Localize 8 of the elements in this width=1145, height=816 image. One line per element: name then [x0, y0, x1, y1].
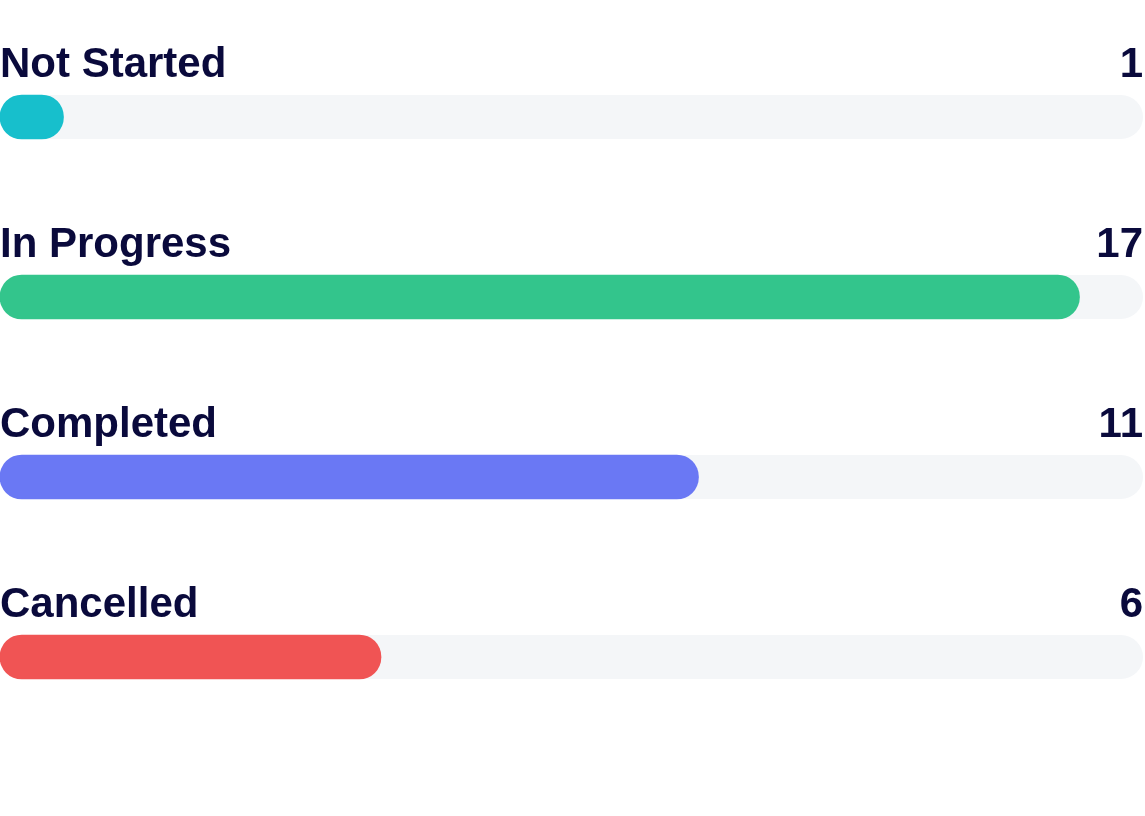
data-label: 1 [1119, 39, 1143, 86]
y-tick-label: Completed [0, 399, 218, 446]
data-label: 6 [1119, 579, 1143, 626]
data-label: 17 [1096, 219, 1143, 266]
y-tick-label: Not Started [0, 39, 227, 86]
y-tick-label: In Progress [0, 219, 232, 266]
data-label: 11 [1098, 399, 1143, 446]
y-tick-label: Cancelled [0, 579, 199, 626]
